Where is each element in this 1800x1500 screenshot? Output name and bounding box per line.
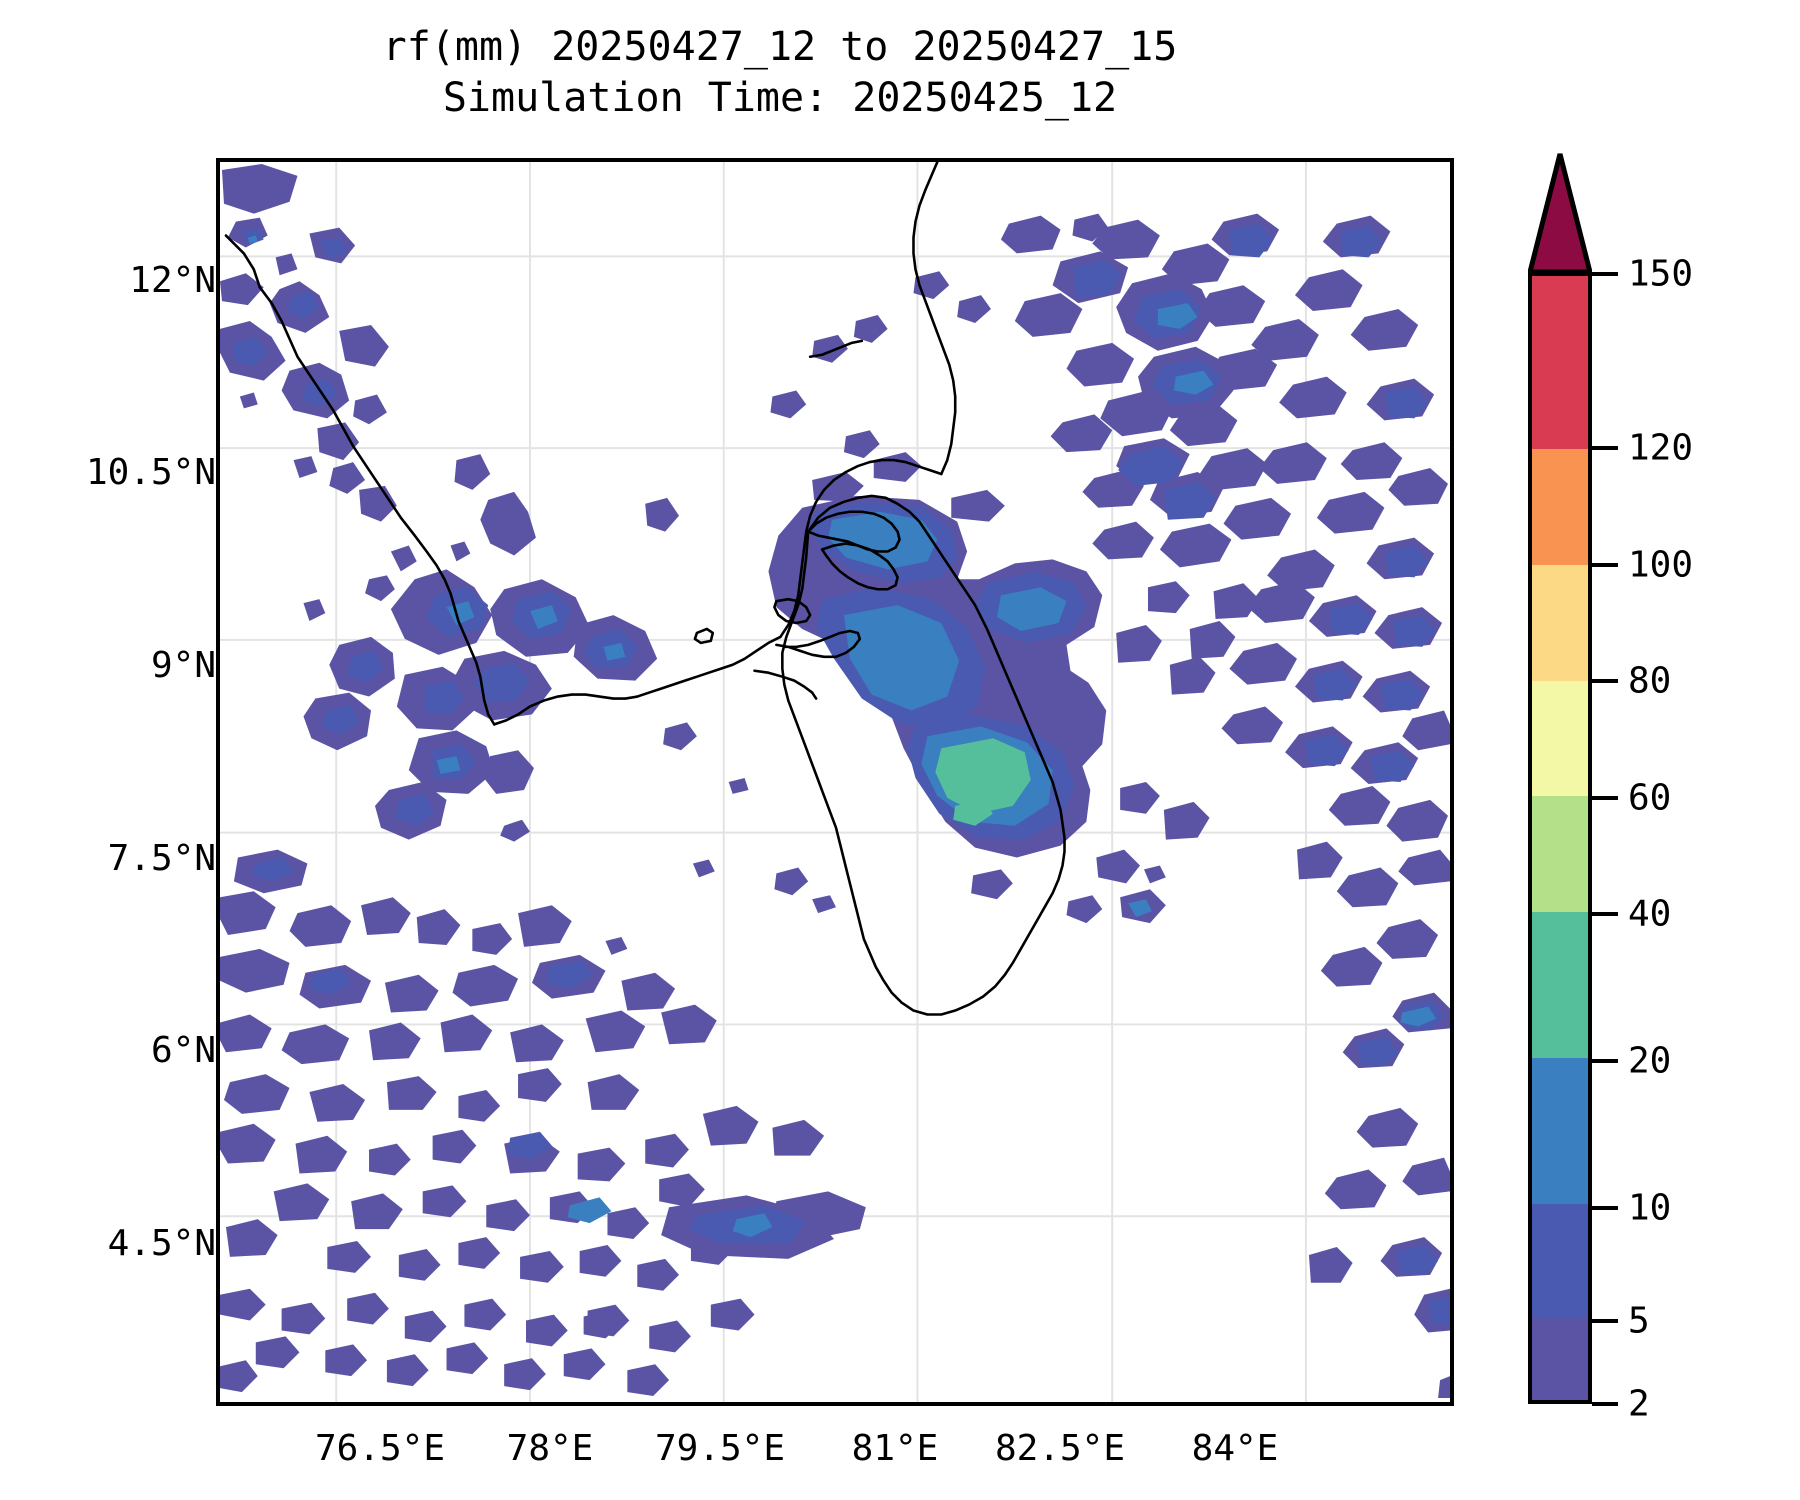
page-title: rf(mm) 20250427_12 to 20250427_15 Simula…: [0, 22, 1560, 124]
colorbar-tick-5: [1592, 1319, 1618, 1323]
colorbar-label-120: 120: [1628, 427, 1694, 469]
colorbar-band-80-100: [1532, 564, 1588, 681]
colorbar-label-5: 5: [1628, 1300, 1650, 1342]
x-tick-label-79p5E: 79.5°E: [654, 1428, 786, 1469]
colorbar-band-40-60: [1532, 796, 1588, 913]
x-tick-label-82p5E: 82.5°E: [994, 1428, 1126, 1469]
x-tick-label-78E: 78°E: [506, 1428, 594, 1469]
y-tick-label-9N: 9°N: [150, 645, 216, 686]
colorbar-band-60-80: [1532, 680, 1588, 797]
colorbar-label-40: 40: [1628, 893, 1672, 935]
colorbar-tick-60: [1592, 796, 1618, 800]
map-plot-area[interactable]: [216, 158, 1454, 1406]
y-tick-label-4p5N: 4.5°N: [107, 1223, 216, 1264]
colorbar-band-2-5: [1532, 1316, 1588, 1400]
x-tick-label-81E: 81°E: [851, 1428, 939, 1469]
y-tick-label-6N: 6°N: [150, 1030, 216, 1071]
colorbar-tick-20: [1592, 1059, 1618, 1063]
y-tick-label-10p5N: 10.5°N: [85, 452, 216, 493]
y-tick-label-12N: 12°N: [129, 260, 216, 301]
colorbar-gradient: [1528, 272, 1592, 1404]
x-tick-label-84E: 84°E: [1191, 1428, 1279, 1469]
colorbar-tick-2: [1592, 1402, 1618, 1406]
rainfall-contour-fill: [220, 163, 1450, 1399]
colorbar-tick-80: [1592, 679, 1618, 683]
colorbar-label-100: 100: [1628, 544, 1694, 586]
colorbar-label-60: 60: [1628, 777, 1672, 819]
colorbar-tick-10: [1592, 1206, 1618, 1210]
colorbar[interactable]: 150 120 100 80 60 40 20 10 5 2: [1528, 150, 1778, 1425]
coastline-overlay: [224, 162, 1066, 1016]
colorbar-band-10-20: [1532, 1058, 1588, 1205]
colorbar-label-10: 10: [1628, 1187, 1672, 1229]
colorbar-label-150: 150: [1628, 253, 1694, 295]
x-tick-label-76p5E: 76.5°E: [314, 1428, 446, 1469]
title-line-1: rf(mm) 20250427_12 to 20250427_15: [382, 24, 1178, 70]
colorbar-band-5-10: [1532, 1204, 1588, 1317]
colorbar-band-100-120: [1532, 449, 1588, 565]
title-line-2: Simulation Time: 20250425_12: [442, 75, 1118, 122]
colorbar-tick-100: [1592, 563, 1618, 567]
colorbar-tick-40: [1592, 912, 1618, 916]
colorbar-label-2: 2: [1628, 1383, 1650, 1425]
colorbar-band-120-150: [1532, 276, 1588, 450]
y-tick-label-7p5N: 7.5°N: [107, 838, 216, 879]
colorbar-label-20: 20: [1628, 1040, 1672, 1082]
colorbar-tick-150: [1592, 272, 1618, 276]
colorbar-extend-arrow: [1528, 153, 1592, 275]
colorbar-label-80: 80: [1628, 660, 1672, 702]
colorbar-tick-120: [1592, 446, 1618, 450]
colorbar-band-20-40: [1532, 912, 1588, 1059]
